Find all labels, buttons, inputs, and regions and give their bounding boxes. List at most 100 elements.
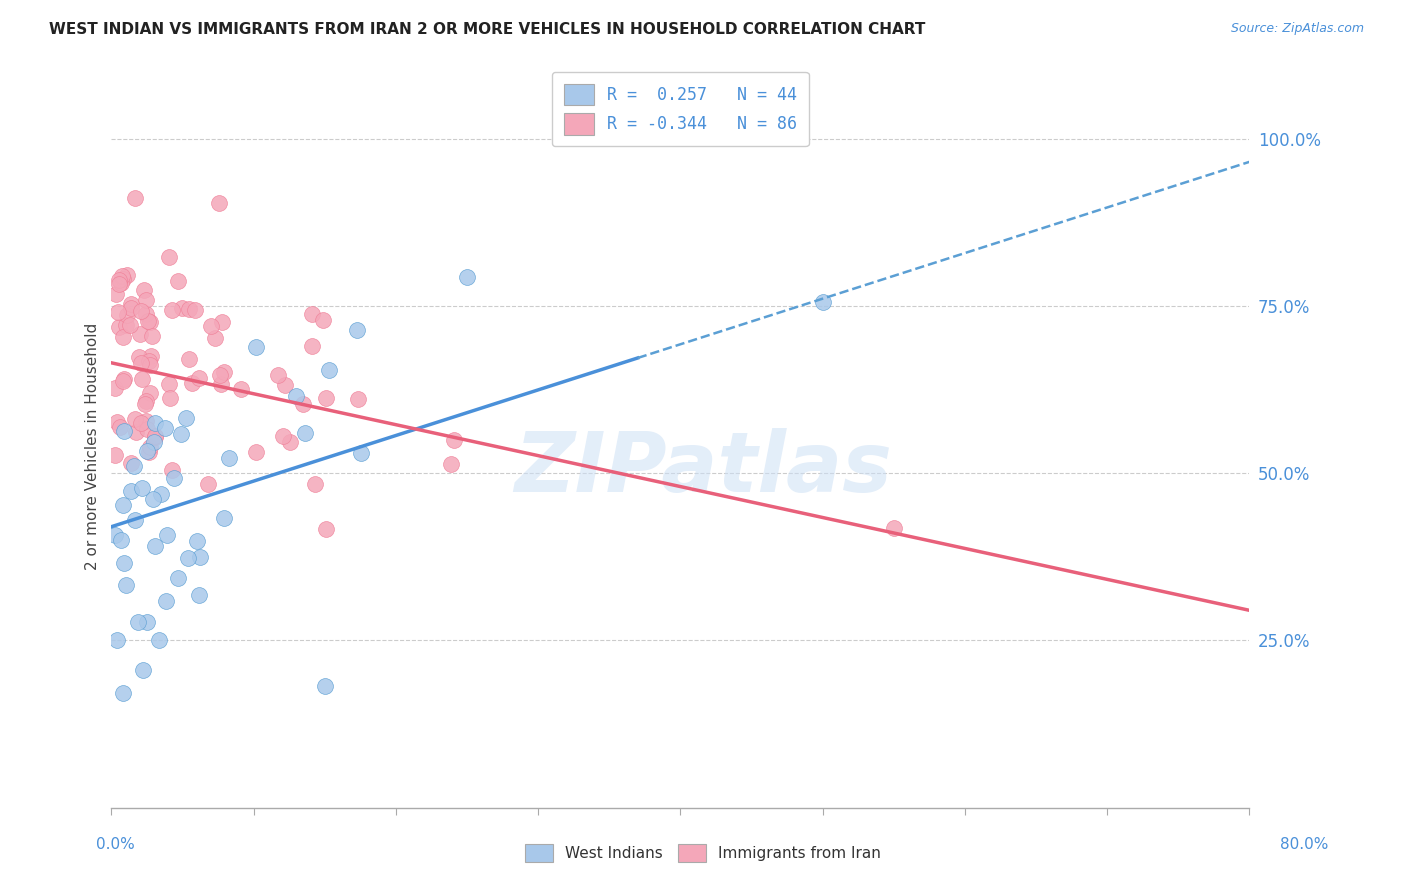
Point [157, 250, 180, 264]
Text: Source: ZipAtlas.com: Source: ZipAtlas.com [1230, 22, 1364, 36]
Point [114, 577, 136, 591]
Point [211, 314, 233, 328]
Point [135, 421, 157, 435]
Point [108, 277, 131, 291]
Point [166, 571, 188, 585]
Point [274, 378, 297, 392]
Point [124, 412, 146, 426]
Point [112, 556, 135, 570]
Point [184, 302, 207, 317]
Point [120, 297, 142, 311]
Point [166, 274, 188, 288]
Point [104, 528, 127, 542]
Point [143, 539, 166, 553]
Point [108, 419, 131, 434]
Point [104, 380, 127, 394]
Point [110, 533, 132, 547]
Point [128, 350, 150, 364]
Point [301, 339, 323, 353]
Point [204, 331, 226, 345]
Point [456, 269, 478, 284]
Text: 0.0%: 0.0% [96, 838, 135, 852]
Point [163, 471, 186, 485]
Point [105, 633, 128, 648]
Point [177, 551, 200, 566]
Point [212, 510, 235, 524]
Point [112, 330, 135, 344]
Point [304, 477, 326, 491]
Y-axis label: 2 or more Vehicles in Household: 2 or more Vehicles in Household [86, 323, 100, 570]
Point [112, 271, 135, 285]
Point [134, 397, 156, 411]
Point [301, 307, 323, 321]
Point [346, 323, 368, 337]
Point [443, 433, 465, 447]
Point [160, 302, 183, 317]
Point [129, 303, 152, 318]
Point [208, 368, 231, 382]
Point [138, 445, 160, 459]
Point [440, 458, 463, 472]
Point [129, 356, 152, 370]
Point [135, 307, 157, 321]
Point [315, 522, 337, 536]
Point [131, 481, 153, 495]
Point [315, 392, 337, 406]
Point [267, 368, 290, 383]
Point [318, 362, 340, 376]
Point [143, 429, 166, 443]
Point [159, 392, 181, 406]
Point [142, 434, 165, 449]
Point [135, 444, 157, 458]
Point [115, 308, 138, 322]
Point [111, 498, 134, 512]
Point [186, 533, 208, 548]
Point [141, 350, 163, 364]
Point [231, 383, 253, 397]
Text: 80.0%: 80.0% [1281, 838, 1329, 852]
Point [112, 375, 135, 389]
Point [104, 286, 127, 301]
Point [155, 594, 177, 608]
Point [155, 421, 177, 435]
Point [131, 663, 153, 677]
Point [218, 450, 240, 465]
Point [127, 615, 149, 630]
Point [139, 386, 162, 401]
Point [291, 397, 314, 411]
Point [143, 429, 166, 443]
Point [159, 376, 181, 391]
Point [143, 416, 166, 430]
Point [120, 483, 142, 498]
Point [208, 196, 231, 211]
Point [120, 318, 142, 332]
Point [131, 372, 153, 386]
Point [187, 588, 209, 602]
Point [124, 191, 146, 205]
Point [111, 269, 134, 284]
Point [200, 319, 222, 334]
Point [187, 371, 209, 385]
Point [107, 272, 129, 286]
Point [120, 301, 142, 316]
Point [285, 389, 308, 403]
Legend: R =  0.257   N = 44, R = -0.344   N = 86: R = 0.257 N = 44, R = -0.344 N = 86 [553, 72, 808, 146]
Point [134, 284, 156, 298]
Point [136, 314, 159, 328]
Point [148, 632, 170, 647]
Point [135, 615, 157, 629]
Point [105, 415, 128, 429]
Point [271, 429, 294, 443]
Point [124, 513, 146, 527]
Point [245, 444, 267, 458]
Point [174, 411, 197, 425]
Point [110, 277, 132, 291]
Point [114, 318, 136, 332]
Point [150, 486, 173, 500]
Point [347, 392, 370, 407]
Point [138, 354, 160, 368]
Point [177, 301, 200, 316]
Point [139, 440, 162, 454]
Point [170, 426, 193, 441]
Point [112, 424, 135, 438]
